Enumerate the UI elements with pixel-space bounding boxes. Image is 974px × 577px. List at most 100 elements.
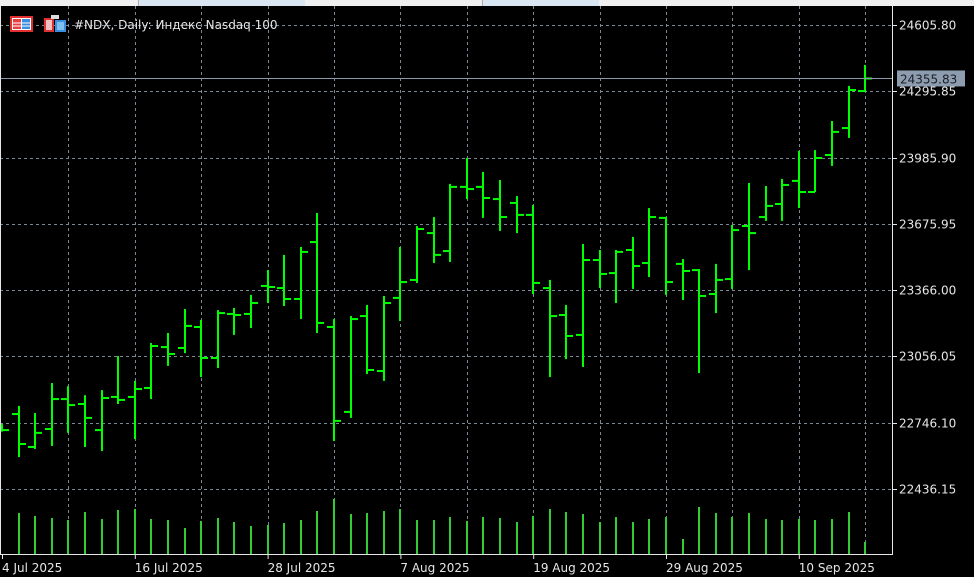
bar-range bbox=[200, 319, 202, 378]
bar-open-tick bbox=[111, 395, 118, 398]
time-axis[interactable]: 4 Jul 2025 16 Jul 2025 28 Jul 2025 7 Aug… bbox=[2, 561, 875, 575]
volume-bar bbox=[565, 512, 567, 554]
ohlc-bar bbox=[842, 85, 856, 138]
bar-open-tick bbox=[144, 386, 151, 389]
volume-histogram bbox=[18, 499, 866, 554]
chart-window-icon[interactable] bbox=[44, 15, 66, 32]
bar-range bbox=[233, 307, 235, 335]
volume-bar bbox=[731, 517, 733, 554]
ohlc-bar bbox=[360, 304, 374, 375]
bar-range bbox=[184, 309, 186, 354]
ohlc-bars bbox=[0, 64, 872, 458]
bar-range bbox=[665, 217, 667, 295]
ohlc-bar bbox=[227, 307, 241, 335]
bar-close-tick bbox=[251, 302, 258, 305]
bar-open-tick bbox=[659, 216, 666, 219]
window-tab[interactable] bbox=[482, 0, 599, 6]
volume-bar bbox=[748, 513, 750, 554]
bar-range bbox=[798, 150, 800, 209]
date-label: 7 Aug 2025 bbox=[400, 561, 469, 575]
price-axis[interactable]: 24605.80 24295.85 23985.90 23675.95 2336… bbox=[899, 19, 956, 497]
bar-close-tick bbox=[450, 185, 457, 188]
bar-range bbox=[350, 316, 352, 418]
bar-close-tick bbox=[351, 318, 358, 321]
bar-range bbox=[632, 236, 634, 289]
ohlc-bar bbox=[393, 246, 407, 321]
bar-open-tick bbox=[709, 293, 716, 296]
chart-title: #NDX, Daily: Индекс Nasdaq 100 bbox=[74, 18, 278, 32]
bar-close-tick bbox=[517, 213, 524, 216]
bar-close-tick bbox=[118, 398, 125, 401]
bar-close-tick bbox=[102, 397, 109, 400]
price-label: 23366.00 bbox=[899, 284, 956, 298]
ohlc-bar bbox=[144, 343, 158, 400]
bar-range bbox=[134, 380, 136, 440]
ohlc-bar bbox=[310, 212, 324, 333]
bar-range bbox=[34, 412, 36, 449]
volume-bar bbox=[781, 520, 783, 554]
bar-range bbox=[765, 186, 767, 221]
bar-open-tick bbox=[676, 262, 683, 265]
bar-open-tick bbox=[759, 216, 766, 219]
bar-close-tick bbox=[749, 232, 756, 235]
ohlc-bar bbox=[28, 412, 42, 449]
volume-bar bbox=[632, 522, 634, 554]
bar-close-tick bbox=[35, 431, 42, 434]
volume-bar bbox=[532, 516, 534, 554]
bar-range bbox=[150, 343, 152, 400]
bar-open-tick bbox=[95, 429, 102, 432]
volume-bar bbox=[698, 507, 700, 554]
ohlc-bar bbox=[261, 270, 275, 304]
bar-open-tick bbox=[642, 262, 649, 265]
volume-bar bbox=[383, 511, 385, 554]
bar-range bbox=[549, 279, 551, 378]
ohlc-bar bbox=[742, 183, 756, 271]
ohlc-bar bbox=[725, 224, 739, 289]
bar-range bbox=[698, 269, 700, 373]
volume-bar bbox=[34, 516, 36, 554]
date-label: 16 Jul 2025 bbox=[135, 561, 203, 575]
ohlc-bar bbox=[427, 217, 441, 264]
bar-close-tick bbox=[500, 216, 507, 219]
bar-range bbox=[416, 226, 418, 283]
bar-range bbox=[682, 258, 684, 301]
bar-open-tick bbox=[825, 154, 832, 157]
volume-bar bbox=[350, 514, 352, 554]
bar-close-tick bbox=[832, 130, 839, 133]
volume-bar bbox=[648, 519, 650, 554]
bar-range bbox=[532, 205, 534, 295]
ohlc-bar bbox=[642, 208, 656, 277]
bar-range bbox=[283, 254, 285, 307]
ohlc-bar bbox=[759, 186, 773, 221]
volume-bar bbox=[101, 519, 103, 554]
ohlc-bar bbox=[111, 356, 125, 404]
bar-open-tick bbox=[344, 410, 351, 413]
bar-range bbox=[84, 395, 86, 447]
volume-bar bbox=[399, 509, 401, 554]
volume-bar bbox=[549, 509, 551, 554]
bar-range bbox=[217, 310, 219, 369]
bar-open-tick bbox=[725, 278, 732, 281]
bar-open-tick bbox=[227, 312, 234, 315]
bar-range bbox=[848, 85, 850, 138]
bar-close-tick bbox=[566, 334, 573, 337]
bar-open-tick bbox=[327, 325, 334, 328]
current-price-label: 24355.83 bbox=[900, 72, 957, 86]
ohlc-bar bbox=[493, 180, 507, 231]
volume-bar bbox=[449, 517, 451, 554]
bar-open-tick bbox=[493, 198, 500, 201]
bar-open-tick bbox=[559, 314, 566, 317]
bar-close-tick bbox=[185, 324, 192, 327]
volume-bar bbox=[333, 499, 335, 554]
bar-range bbox=[814, 150, 816, 193]
bar-range bbox=[1, 424, 3, 432]
ohlc-bar bbox=[0, 424, 9, 432]
trade-panel-icon[interactable] bbox=[10, 16, 33, 32]
volume-bar bbox=[516, 522, 518, 554]
ohlc-bar bbox=[78, 395, 92, 447]
volume-bar bbox=[831, 519, 833, 554]
volume-bar bbox=[200, 521, 202, 554]
window-tab[interactable] bbox=[138, 0, 305, 6]
bar-close-tick bbox=[268, 285, 275, 288]
